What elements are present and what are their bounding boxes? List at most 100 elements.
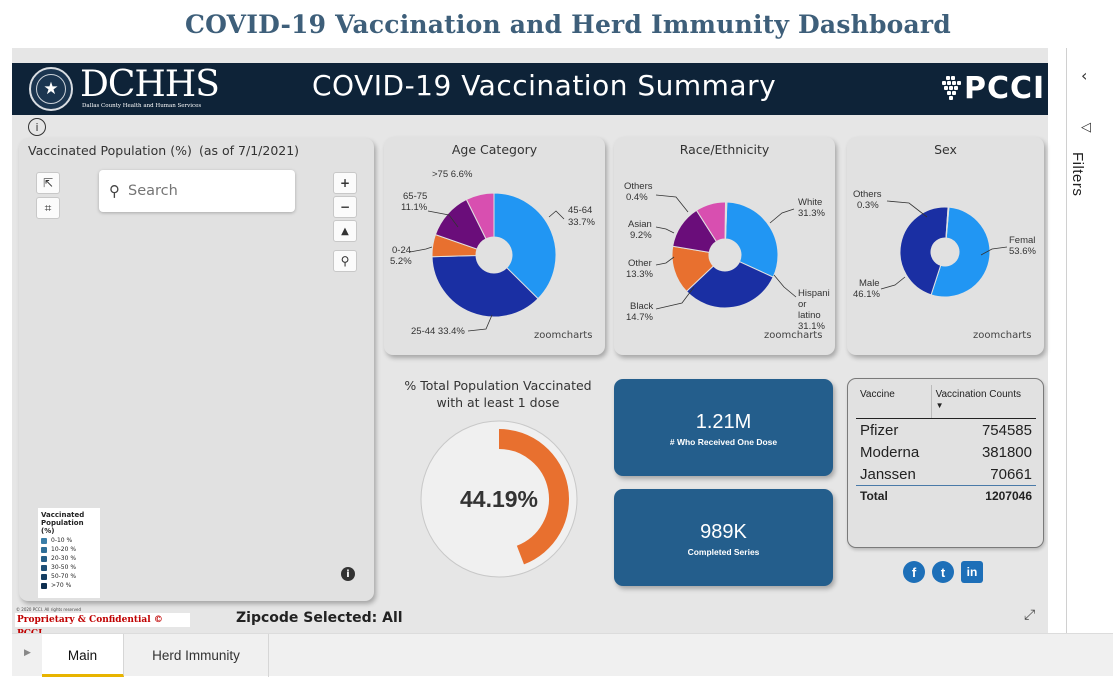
table-row[interactable]: Moderna 381800 [856,441,1036,463]
label-age-6575-value: 11.1% [401,202,428,213]
sex-pie-slice[interactable] [945,206,950,239]
column-header-vaccine[interactable]: Vaccine [856,385,932,419]
label-sex-others: Others [853,189,882,200]
label-age-024: 0-24 [392,245,411,256]
label-race-hispanic-value: 31.1% [798,321,825,332]
expand-icon[interactable]: ⤢ [1024,607,1036,623]
tab-nav-arrow-icon[interactable]: ▶ [24,648,31,658]
map-legend: Vaccinated Population (%) 0-10 % 10-20 % 2… [38,508,100,598]
zipcode-selected: Zipcode Selected: All [236,610,403,626]
compass-reset-icon[interactable]: ▲ [333,220,357,242]
vaccine-count: 381800 [981,444,1032,461]
filters-label[interactable]: Filters [1069,152,1086,197]
age-pie-chart: >75 6.6% 65-75 11.1% 0-24 5.2% 45-64 33.… [390,169,595,337]
age-chart-title: Age Category [451,142,538,157]
label-race-other-value: 13.3% [626,269,653,280]
leader-line [773,274,797,298]
label-age-4564-value: 33.7% [568,217,595,228]
age-pie-slice[interactable] [493,192,557,300]
column-header-counts[interactable]: Vaccination Counts ▼ [930,385,1036,419]
label-sex-others-value: 0.3% [857,200,879,211]
zoom-out-button[interactable]: − [333,196,357,218]
map-search-input[interactable] [128,183,278,199]
label-sex-female-value: 53.6% [1009,246,1036,257]
tab-herd-immunity[interactable]: Herd Immunity [124,634,269,677]
legend-label: 50-70 % [51,573,77,580]
label-sex-female: Femal [1009,235,1035,246]
zoomcharts-credit: zoomcharts [973,330,1032,341]
lasso-select-icon[interactable]: ⇱ [36,172,60,194]
leader-line [655,256,675,266]
one-dose-label: # Who Received One Dose [669,437,778,447]
vaccine-table-card: Vaccine Vaccination Counts ▼ Pfizer 75458… [847,378,1044,548]
label-age-024-value: 5.2% [390,256,412,267]
vaccinated-gauge: 44.19% [418,418,580,580]
dashboard-title: COVID-19 Vaccination Summary [312,69,777,102]
label-race-hispanic-line1: Hispani [798,288,830,299]
label-race-asian: Asian [628,219,652,230]
facebook-icon[interactable]: f [903,561,925,583]
page-title: COVID-19 Vaccination and Herd Immunity D… [185,10,951,39]
completed-label: Completed Series [687,547,760,557]
label-race-white: White [798,197,822,208]
vaccine-name: Moderna [860,444,920,461]
column-header-counts-label: Vaccination Counts [935,389,1021,400]
map-search-box[interactable]: ⚲ [99,170,295,212]
zoom-in-button[interactable]: + [333,172,357,194]
legend-swatch [41,564,47,571]
zoom-to-fit-icon[interactable]: ⚲ [333,250,357,272]
leader-line [409,246,433,253]
vaccine-name: Janssen [860,466,916,483]
gauge-svg [420,420,578,578]
copyright-note: © 2020 PCCI. All rights reserved [16,607,82,612]
race-pie-slice[interactable] [724,201,728,240]
age-pie-slice[interactable] [465,192,495,240]
pcci-mark-icon [940,74,962,104]
linkedin-icon[interactable]: in [961,561,983,583]
filters-pane: ‹ ◁ Filters [1066,48,1113,633]
pcci-text: PCCI [964,71,1046,106]
table-row[interactable]: Pfizer 754585 [856,419,1036,442]
leader-line [886,200,928,218]
legend-swatch [41,537,47,544]
legend-item: 20-30 % [41,555,97,562]
kpi-title: % Total Population Vaccinated with at le… [398,377,598,411]
label-age-75: >75 6.6% [432,169,473,180]
page-tab-bar: ▶ Main Herd Immunity [12,633,1113,677]
age-pie-slice[interactable] [431,254,539,318]
table-row[interactable]: Janssen 70661 [856,463,1036,486]
chevron-left-icon[interactable]: ‹ [1081,66,1088,85]
vaccine-name: Pfizer [860,422,899,439]
leader-line [655,286,695,310]
leader-line [548,210,565,220]
sex-pie-slice[interactable] [899,206,949,296]
legend-swatch [41,555,47,562]
race-pie-slice[interactable] [725,201,779,278]
rectangle-select-icon[interactable]: ⌗ [36,197,60,219]
sex-pie-slice[interactable] [930,206,991,298]
completed-value: 989K [700,521,747,543]
race-pie-slice[interactable] [685,261,774,309]
label-race-others: Others [624,181,653,192]
leader-line [655,226,675,234]
label-race-asian-value: 9.2% [630,230,652,241]
sort-desc-icon[interactable]: ▼ [935,401,944,410]
info-icon[interactable]: i [28,118,46,136]
legend-title: Vaccinated Population (%) [41,511,85,535]
county-seal-logo: ★ [29,67,73,111]
kpi-title-line2: with at least 1 dose [436,395,560,410]
legend-swatch [41,546,47,553]
tab-main[interactable]: Main [42,634,124,677]
total-value: 1207046 [931,485,1036,505]
zoomcharts-credit: zoomcharts [764,330,823,341]
leader-line [467,314,493,332]
legend-item: 30-50 % [41,564,97,571]
label-race-others-value: 0.4% [626,192,648,203]
label-sex-male-value: 46.1% [853,289,880,300]
twitter-icon[interactable]: t [932,561,954,583]
total-label: Total [856,485,932,505]
age-category-card: Age Category >75 6.6% 65-75 11.1% 0-24 5… [384,137,605,355]
map-info-icon[interactable]: i [341,567,355,581]
filter-collapse-icon[interactable]: ◁ [1081,120,1091,135]
confidential-banner: Proprietary & Confidential © PCCI [15,613,190,639]
